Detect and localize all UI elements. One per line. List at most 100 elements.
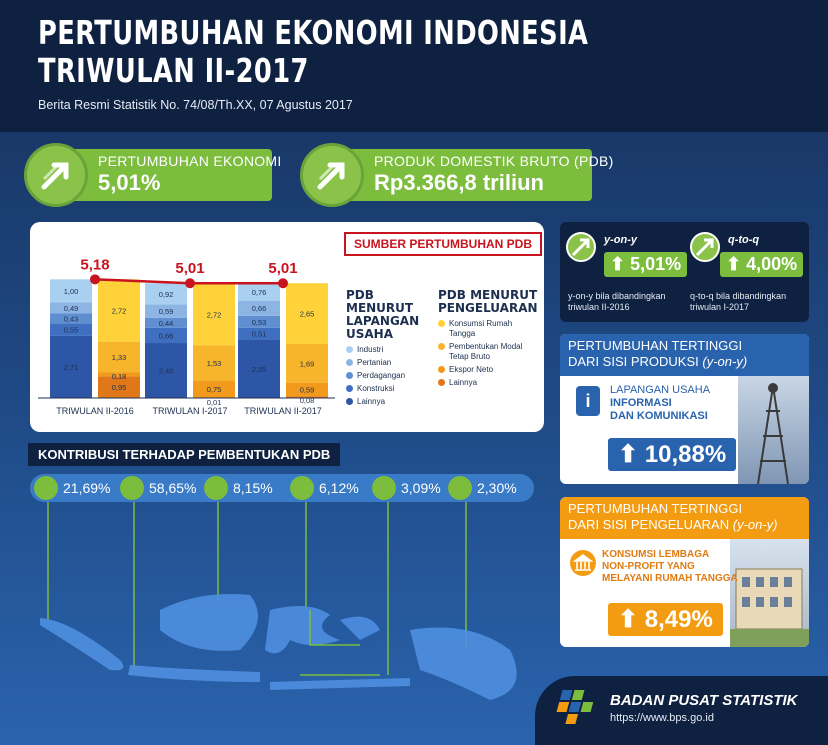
qtq-note: q-to-q bila dibandingkan triwulan I-2017 [690,291,787,312]
legend-label: Ekspor Neto [449,365,494,374]
pengeluaran-data-label: 1,53 [207,359,222,368]
lapangan-bar-segment [238,283,280,301]
category-label: TRIWULAN II-2017 [244,406,322,416]
lapangan-data-label: 0,76 [252,288,267,297]
total-point [90,274,100,285]
building-image [730,539,809,647]
legend-dot [346,372,353,379]
legend-label: Konsumsi Rumah Tangga [449,319,513,338]
lapangan-data-label: 2,40 [159,367,174,376]
produksi-head-2: DARI SISI PRODUKSI [568,354,699,369]
lapangan-bar-segment [145,343,187,398]
kontribusi-value: 2,30% [477,480,517,496]
lapangan-bar-segment [238,300,280,316]
produksi-card: PERTUMBUHAN TERTINGGI DARI SISI PRODUKSI… [560,334,809,484]
kontribusi-maluku-papua: 2,30% [448,476,517,500]
page-title: PERTUMBUHAN EKONOMI INDONESIA TRIWULAN I… [38,14,588,90]
lapangan-data-label: 1,00 [64,287,79,296]
pengeluaran-value-box: ⬆ 8,49% [608,603,723,636]
category-label: TRIWULAN I-2017 [152,406,227,416]
legend-label: Perdagangan [357,371,406,380]
produksi-sector-3: DAN KOMUNIKASI [610,410,708,422]
produksi-value-box: ⬆ 10,88% [608,438,737,471]
island-sumatera-icon [34,476,58,500]
kontribusi-value: 8,15% [233,480,273,496]
produksi-value: 10,88% [644,441,727,468]
lapangan-bar-segment [145,317,187,328]
lapangan-bar-segment [145,304,187,318]
total-point [185,278,195,289]
legend-dot [438,343,445,350]
yoy-value-box: ⬆ 5,01% [604,252,688,277]
pengeluaran-data-label: 1,69 [300,359,315,368]
legend-pengeluaran: PDB MENURUT PENGELUARAN Konsumsi Rumah T… [438,289,538,388]
pengeluaran-data-label: 0,75 [207,385,222,394]
pengeluaran-sector-1: KONSUMSI LEMBAGA [602,549,710,560]
pengeluaran-card: PERTUMBUHAN TERTINGGI DARI SISI PENGELUA… [560,497,809,647]
yoy-arrow-icon [566,232,596,262]
legend-item-perdagangan: Perdagangan [346,371,436,381]
qtq-value: 4,00% [746,254,798,274]
kontribusi-sumatera: 21,69% [34,476,110,500]
kpi-pdb: PRODUK DOMESTIK BRUTO (PDB) Rp3.366,8 tr… [300,143,613,207]
lapangan-bar-segment [50,313,92,324]
pengeluaran-data-label: 0,08 [300,396,315,405]
legend-lapangan-head-2: LAPANGAN [346,314,420,328]
lapangan-data-label: 2,71 [64,363,79,372]
legend-pengeluaran-head-1: PDB MENURUT [438,288,538,302]
legend-item-industri: Industri [346,345,436,355]
up-arrow-icon: ⬆ [618,441,639,468]
produksi-sector-1: LAPANGAN USAHA [610,384,711,396]
legend-lapangan-head-1: PDB MENURUT [346,288,414,315]
lapangan-data-label: 0,49 [64,304,79,313]
lapangan-data-label: 0,92 [159,290,174,299]
kontribusi-value: 6,12% [319,480,359,496]
info-icon: i [576,386,600,416]
lapangan-data-label: 0,51 [252,330,267,339]
legend-dot [346,346,353,353]
kpi-pdb-value: Rp3.366,8 triliun [374,170,544,195]
legend-dot [346,359,353,366]
pengeluaran-bar-segment [193,283,235,346]
pengeluaran-bar-segment [193,380,235,398]
legend-dot [438,320,445,327]
lapangan-data-label: 0,66 [159,331,174,340]
legend-item-konsumsi: Konsumsi Rumah Tangga [438,319,538,339]
legend-dot [438,366,445,373]
total-label: 5,01 [175,260,204,277]
header [0,0,828,132]
lapangan-bar-segment [145,283,187,305]
pengeluaran-value: 8,49% [644,606,713,633]
legend-lapangan-head-3: USAHA [346,327,394,341]
kpi-growth-box: PERTUMBUHAN EKONOMI 5,01% [64,149,282,201]
total-label: 5,18 [80,256,109,273]
lapangan-bar-segment [238,327,280,340]
produksi-head-suffix: (y-on-y) [702,354,748,369]
lapangan-bar-segment [238,339,280,398]
kpi-growth-label: PERTUMBUHAN EKONOMI [98,153,282,169]
lapangan-bar-segment [50,279,92,303]
kpi-growth: PERTUMBUHAN EKONOMI 5,01% [24,143,282,207]
pengeluaran-head-2: DARI SISI PENGELUARAN [568,517,730,532]
subtitle: Berita Resmi Statistik No. 74/08/Th.XX, … [38,98,353,112]
pengeluaran-bar-segment [286,343,328,383]
total-point [278,278,288,289]
title-line-2: TRIWULAN II-2017 [38,51,309,90]
pengeluaran-head-suffix: (y-on-y) [732,517,778,532]
kontribusi-bali-nusa: 3,09% [372,476,441,500]
legend-pengeluaran-head-2: PENGELUARAN [438,301,538,315]
pengeluaran-data-label: 0,01 [207,398,222,407]
lapangan-data-label: 0,55 [64,326,79,335]
up-arrow-icon: ⬆ [610,254,626,274]
island-maluku-papua-icon [448,476,472,500]
produksi-head: PERTUMBUHAN TERTINGGI DARI SISI PRODUKSI… [560,334,809,376]
produksi-head-1: PERTUMBUHAN TERTINGGI [568,338,743,353]
lapangan-bar-segment [50,323,92,336]
legend-item-konstruksi: Konstruksi [346,384,436,394]
bps-name: BADAN PUSAT STATISTIK [610,692,798,709]
growth-arrow-icon [24,143,88,207]
pengeluaran-data-label: 2,65 [300,310,315,319]
legend-label: Konstruksi [357,384,395,393]
pengeluaran-bar-segment [286,283,328,344]
produksi-sector: LAPANGAN USAHA INFORMASI DAN KOMUNIKASI [610,384,710,423]
